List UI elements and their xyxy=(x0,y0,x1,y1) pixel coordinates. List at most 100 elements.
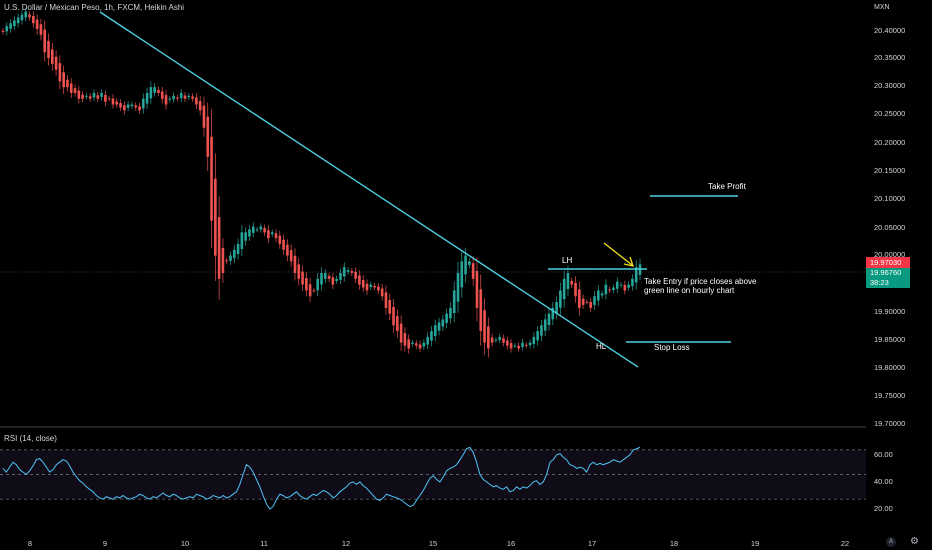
candle-body xyxy=(589,301,593,308)
gear-icon[interactable]: ⚙ xyxy=(910,536,919,547)
candle-body xyxy=(574,282,577,297)
candle-body xyxy=(570,280,574,285)
candle-body xyxy=(559,290,562,308)
candle-body xyxy=(536,331,539,341)
candle-body xyxy=(634,267,638,283)
candle-body xyxy=(172,95,175,100)
candle-body xyxy=(331,277,335,285)
candle-body xyxy=(111,98,115,105)
candle-body xyxy=(380,288,384,297)
currency-label: MXN xyxy=(874,4,890,11)
candle-body xyxy=(179,92,183,99)
candle-body xyxy=(399,323,403,343)
candle-body xyxy=(631,278,634,287)
candle-body xyxy=(346,270,350,272)
candle-body xyxy=(502,338,505,343)
candle-body xyxy=(251,226,255,233)
candle-body xyxy=(210,136,213,221)
candle-body xyxy=(335,278,338,281)
candle-body xyxy=(517,345,520,349)
candle-body xyxy=(183,95,187,99)
candle-body xyxy=(191,96,194,99)
price-tick: 19.70000 xyxy=(874,419,906,428)
candle-body xyxy=(244,232,247,241)
tradingview-logo[interactable]: A xyxy=(886,537,896,547)
time-tick: 9 xyxy=(102,539,108,548)
candle-body xyxy=(274,233,278,239)
candle-body xyxy=(623,284,627,291)
candle-body xyxy=(581,298,585,305)
candle-body xyxy=(460,261,464,288)
candle-body xyxy=(513,345,517,347)
time-tick: 22 xyxy=(840,539,850,548)
candle-body xyxy=(187,95,191,98)
candle-body xyxy=(403,333,407,346)
candle-body xyxy=(58,63,62,82)
candle-body xyxy=(267,230,270,239)
candle-body xyxy=(441,319,445,327)
rsi-line xyxy=(2,446,641,510)
candle-body xyxy=(604,284,608,295)
candle-body xyxy=(301,271,304,285)
time-tick: 8 xyxy=(27,539,33,548)
candle-body xyxy=(217,217,221,279)
downtrend-line[interactable] xyxy=(99,11,639,368)
candle-body xyxy=(47,40,50,59)
candle-body xyxy=(28,14,31,18)
candle-body xyxy=(430,331,433,341)
candle-body xyxy=(505,340,509,346)
time-tick: 12 xyxy=(341,539,351,548)
candle-body xyxy=(475,270,479,308)
price-tick: 20.35000 xyxy=(874,53,906,62)
candle-body xyxy=(289,250,293,262)
candle-body xyxy=(384,292,388,308)
candle-body xyxy=(437,322,441,331)
candle-body xyxy=(278,235,282,244)
candle-body xyxy=(35,19,39,30)
candle-body xyxy=(259,226,263,230)
candle-body xyxy=(100,92,103,97)
rsi-line-group xyxy=(2,446,641,510)
candle-body xyxy=(293,255,297,273)
candle-body xyxy=(50,49,54,64)
candle-body xyxy=(195,97,198,105)
price-tick: 19.75000 xyxy=(874,391,906,400)
candle-body xyxy=(521,342,524,348)
price-badge-teal-bg xyxy=(866,268,910,288)
candle-body xyxy=(358,275,361,285)
candle-body xyxy=(81,94,84,99)
candle-body xyxy=(339,272,342,280)
candle-body xyxy=(422,342,426,347)
candle-body xyxy=(342,267,346,277)
candle-body xyxy=(528,342,532,346)
candle-body xyxy=(578,289,581,308)
candle-body xyxy=(369,284,373,288)
candle-body xyxy=(141,98,145,109)
candle-body xyxy=(16,17,20,24)
candle-body xyxy=(73,88,77,93)
hl-label: HL xyxy=(596,342,607,351)
candle-body xyxy=(96,95,100,99)
candle-body xyxy=(221,247,225,273)
candle-body xyxy=(198,101,202,111)
candle-body xyxy=(229,255,232,261)
candle-body xyxy=(1,30,5,32)
entry-note-line2: green line on hourly chart xyxy=(644,286,735,295)
candle-body xyxy=(377,286,380,291)
candle-body xyxy=(471,263,475,279)
candle-body xyxy=(449,307,452,319)
candle-body xyxy=(248,229,251,237)
candle-body xyxy=(69,83,73,93)
candle-body xyxy=(414,343,418,346)
candle-body xyxy=(123,105,126,111)
candle-body xyxy=(433,325,437,336)
candle-body xyxy=(20,14,24,21)
candle-body xyxy=(160,91,164,99)
candle-body xyxy=(323,272,327,279)
price-tick: 19.80000 xyxy=(874,363,906,372)
candle-body xyxy=(43,29,47,53)
candle-body xyxy=(411,342,414,344)
price-tick: 20.15000 xyxy=(874,166,906,175)
candle-countdown: 38:23 xyxy=(870,278,889,287)
